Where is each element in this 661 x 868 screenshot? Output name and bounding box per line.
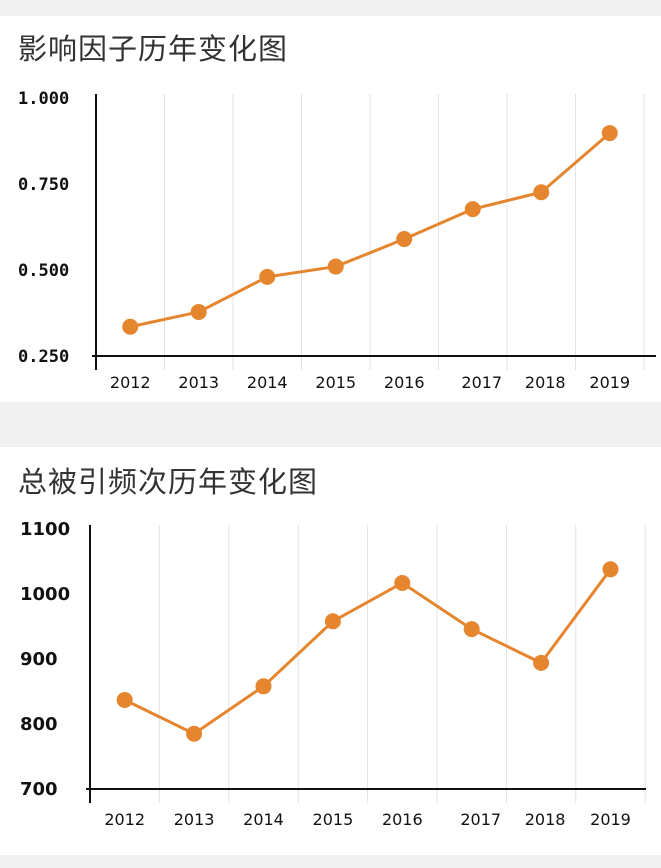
data-point bbox=[602, 561, 619, 578]
data-point bbox=[116, 691, 133, 708]
impact-factor-chart: 1.000 0.750 0.500 0.250 2012 2013 2014 2015 2016… bbox=[18, 89, 656, 392]
data-point bbox=[394, 574, 411, 591]
x-tick-label: 2016 bbox=[384, 373, 425, 392]
series-line bbox=[129, 131, 611, 329]
citations-card: 总被引频次历年变化图 1100 1000 900 800 700 2012 2013 2014… bbox=[0, 447, 661, 855]
x-tick-label: 2019 bbox=[589, 373, 630, 392]
y-tick-label: 800 bbox=[20, 714, 58, 735]
data-point bbox=[396, 231, 413, 248]
data-point bbox=[463, 621, 480, 638]
citations-chart: 1100 1000 900 800 700 2012 2013 2014 2015 2016 201… bbox=[20, 519, 646, 829]
chart-title: 总被引频次历年变化图 bbox=[18, 465, 319, 499]
x-tick-label: 2017 bbox=[461, 373, 502, 392]
x-tick-label: 2017 bbox=[460, 810, 501, 829]
y-tick-label: 0.500 bbox=[18, 261, 69, 281]
x-tick-label: 2018 bbox=[525, 810, 566, 829]
data-point bbox=[327, 258, 344, 275]
data-point bbox=[255, 678, 272, 695]
y-tick-label: 0.250 bbox=[18, 347, 69, 367]
series-line bbox=[124, 568, 612, 736]
chart-title: 影响因子历年变化图 bbox=[18, 32, 289, 66]
x-tick-label: 2014 bbox=[247, 373, 288, 392]
y-tick-label: 1100 bbox=[20, 519, 70, 540]
y-tick-label: 1000 bbox=[20, 584, 70, 605]
data-point bbox=[122, 318, 139, 335]
y-tick-label: 700 bbox=[20, 779, 58, 800]
data-point bbox=[259, 268, 276, 285]
x-tick-label: 2012 bbox=[104, 810, 145, 829]
x-tick-label: 2013 bbox=[174, 810, 215, 829]
impact-factor-card: 影响因子历年变化图 1.000 0.750 0.500 0.250 2012 2013 20… bbox=[0, 16, 661, 402]
data-point bbox=[533, 184, 550, 201]
data-point bbox=[324, 613, 341, 630]
data-point bbox=[601, 125, 618, 142]
data-point bbox=[186, 725, 203, 742]
x-tick-label: 2013 bbox=[178, 373, 219, 392]
data-point bbox=[533, 654, 550, 671]
data-point bbox=[190, 303, 207, 320]
x-tick-label: 2019 bbox=[590, 810, 631, 829]
x-tick-label: 2015 bbox=[313, 810, 354, 829]
y-tick-label: 900 bbox=[20, 649, 58, 670]
data-point bbox=[464, 201, 481, 218]
x-tick-label: 2018 bbox=[525, 373, 566, 392]
x-tick-label: 2016 bbox=[382, 810, 423, 829]
x-tick-label: 2012 bbox=[110, 373, 151, 392]
x-tick-label: 2015 bbox=[315, 373, 356, 392]
y-tick-label: 1.000 bbox=[18, 89, 69, 109]
x-tick-label: 2014 bbox=[243, 810, 284, 829]
y-tick-label: 0.750 bbox=[18, 175, 69, 195]
